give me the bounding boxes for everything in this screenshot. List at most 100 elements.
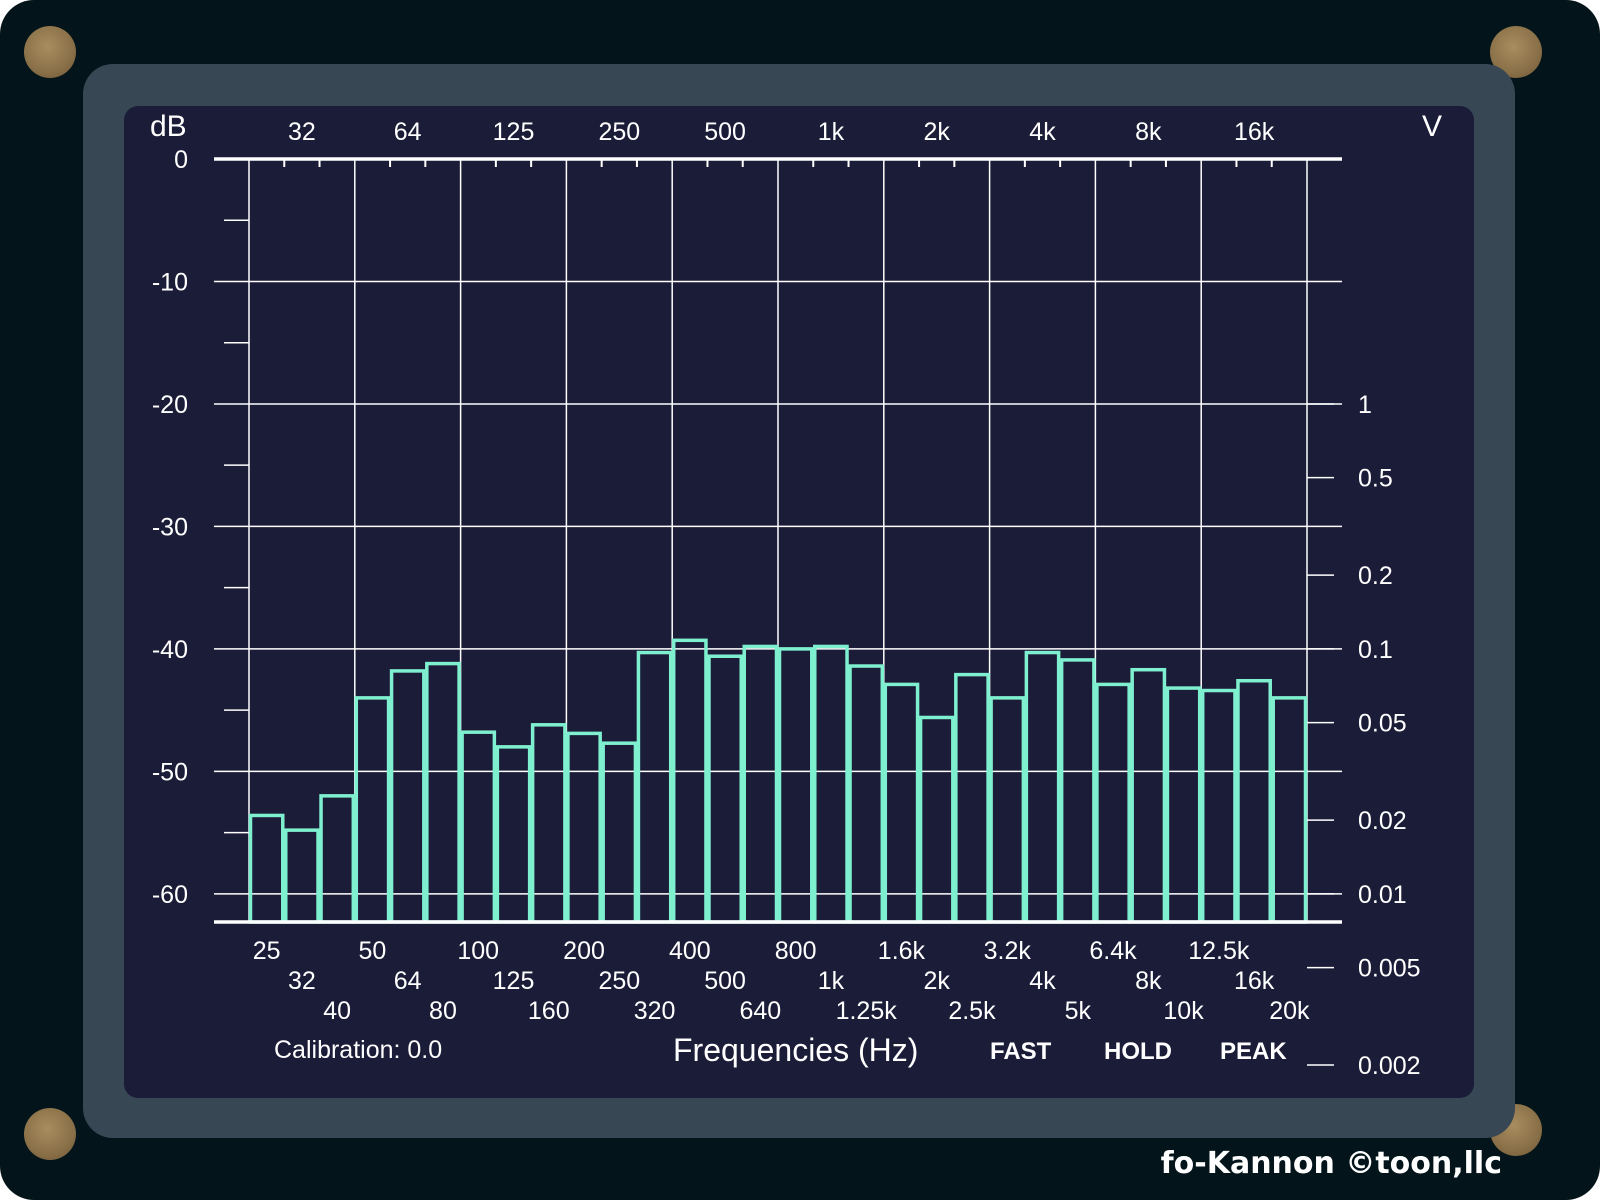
spectrum-bars bbox=[248, 638, 1308, 924]
spectrum-bar bbox=[1024, 650, 1061, 924]
spectrum-bar bbox=[495, 745, 532, 924]
top-tick-label: 16k bbox=[1234, 118, 1275, 146]
bottom-tick-label: 1k bbox=[818, 967, 845, 995]
spectrum-bar bbox=[777, 647, 814, 924]
left-tick-label: -50 bbox=[152, 758, 188, 786]
bottom-tick-label: 1.25k bbox=[836, 997, 898, 1025]
bottom-tick-label: 6.4k bbox=[1089, 937, 1137, 965]
bottom-tick-label: 8k bbox=[1135, 967, 1162, 995]
bottom-tick-label: 80 bbox=[429, 997, 457, 1025]
bottom-tick-label: 320 bbox=[634, 997, 676, 1025]
bottom-tick-label: 16k bbox=[1234, 967, 1275, 995]
bottom-tick-label: 20k bbox=[1269, 997, 1310, 1025]
bottom-tick-label: 100 bbox=[457, 937, 499, 965]
spectrum-bar bbox=[918, 715, 955, 924]
spectrum-bar bbox=[284, 828, 320, 924]
bottom-tick-label: 160 bbox=[528, 997, 570, 1025]
bottom-tick-label: 640 bbox=[740, 997, 782, 1025]
spectrum-bar bbox=[1095, 682, 1131, 924]
spectrum-bar bbox=[848, 664, 885, 924]
right-tick-label: 0.005 bbox=[1358, 955, 1421, 983]
right-tick-label: 0.01 bbox=[1358, 881, 1407, 909]
bottom-tick-label: 500 bbox=[704, 967, 746, 995]
top-tick-label: 8k bbox=[1135, 118, 1162, 146]
bottom-tick-label: 40 bbox=[323, 997, 351, 1025]
right-tick-label: 0.1 bbox=[1358, 636, 1393, 664]
spectrum-bar bbox=[954, 672, 990, 924]
right-tick-label: 0.2 bbox=[1358, 562, 1393, 590]
right-tick-label: 0.002 bbox=[1358, 1052, 1421, 1080]
screw-bottom-left-icon bbox=[24, 1108, 76, 1160]
top-tick-label: 500 bbox=[704, 118, 746, 146]
hold-button[interactable]: HOLD bbox=[1104, 1038, 1172, 1065]
spectrum-bar bbox=[530, 723, 567, 924]
bottom-tick-label: 5k bbox=[1065, 997, 1092, 1025]
top-tick-label: 32 bbox=[288, 118, 316, 146]
spectrum-bar bbox=[601, 741, 638, 924]
spectrum-bar bbox=[425, 661, 461, 924]
bottom-tick-label: 32 bbox=[288, 967, 316, 995]
left-tick-label: -20 bbox=[152, 391, 188, 419]
bottom-tick-label: 10k bbox=[1163, 997, 1204, 1025]
spectrum-bar bbox=[1236, 678, 1272, 924]
bottom-tick-label: 2k bbox=[923, 967, 950, 995]
top-tick-label: 125 bbox=[493, 118, 535, 146]
calibration-label: Calibration: 0.0 bbox=[274, 1036, 443, 1064]
brand-copyright: fo-Kannon ©toon,llc bbox=[1160, 1146, 1502, 1181]
bottom-tick-label: 64 bbox=[394, 967, 422, 995]
screw-top-left-icon bbox=[24, 26, 76, 78]
right-tick-label: 0.02 bbox=[1358, 807, 1407, 835]
bottom-tick-label: 1.6k bbox=[878, 937, 926, 965]
top-tick-label: 64 bbox=[394, 118, 422, 146]
right-tick-label: 1 bbox=[1358, 391, 1372, 419]
analyzer-screen: 10.50.20.10.050.020.010.0050.0020.0010-1… bbox=[124, 106, 1474, 1098]
spectrum-bar bbox=[319, 794, 356, 924]
top-tick-label: 250 bbox=[598, 118, 640, 146]
spectrum-bar bbox=[742, 644, 779, 924]
spectrum-bar bbox=[389, 669, 426, 924]
spectrum-bar bbox=[813, 644, 849, 924]
bottom-tick-label: 3.2k bbox=[984, 937, 1032, 965]
fast-button[interactable]: FAST bbox=[990, 1038, 1052, 1065]
spectrum-bar bbox=[989, 696, 1026, 924]
bottom-tick-label: 25 bbox=[253, 937, 281, 965]
top-tick-label: 4k bbox=[1029, 118, 1056, 146]
left-tick-label: -30 bbox=[152, 513, 188, 541]
spectrum-bar bbox=[671, 638, 708, 924]
spectrum-chart: 10.50.20.10.050.020.010.0050.0020.0010-1… bbox=[152, 118, 1421, 1080]
left-tick-label: -60 bbox=[152, 881, 188, 909]
left-tick-label: -10 bbox=[152, 268, 188, 296]
spectrum-bar bbox=[354, 696, 391, 924]
bottom-tick-label: 200 bbox=[563, 937, 605, 965]
bottom-tick-label: 12.5k bbox=[1188, 937, 1250, 965]
axis-labels: 10.50.20.10.050.020.010.0050.0020.0010-1… bbox=[152, 118, 1421, 1080]
spectrum-bar bbox=[883, 682, 920, 924]
spectrum-bar bbox=[636, 650, 673, 924]
bottom-tick-label: 2.5k bbox=[948, 997, 996, 1025]
spectrum-bar bbox=[1271, 696, 1308, 924]
db-unit-label: dB bbox=[150, 110, 187, 143]
bottom-tick-label: 50 bbox=[359, 937, 387, 965]
spectrum-bar bbox=[1059, 658, 1096, 924]
spectrum-bar bbox=[1130, 667, 1167, 924]
left-tick-label: 0 bbox=[174, 146, 188, 174]
bottom-tick-label: 4k bbox=[1029, 967, 1056, 995]
left-tick-label: -40 bbox=[152, 636, 188, 664]
right-tick-label: 0.05 bbox=[1358, 710, 1407, 738]
volt-unit-label: V bbox=[1422, 110, 1443, 143]
bottom-tick-label: 125 bbox=[493, 967, 535, 995]
spectrum-bar bbox=[707, 654, 743, 924]
spectrum-bar bbox=[248, 813, 285, 924]
frequency-axis-title: Frequencies (Hz) bbox=[673, 1032, 919, 1068]
axis-lines bbox=[214, 157, 1342, 1066]
right-tick-label: 0.5 bbox=[1358, 465, 1393, 493]
spectrum-bar bbox=[1165, 686, 1202, 924]
top-tick-label: 1k bbox=[818, 118, 845, 146]
spectrum-bar bbox=[1200, 688, 1237, 924]
top-tick-label: 2k bbox=[923, 118, 950, 146]
bottom-tick-label: 800 bbox=[775, 937, 817, 965]
peak-button[interactable]: PEAK bbox=[1220, 1038, 1287, 1065]
bottom-tick-label: 250 bbox=[598, 967, 640, 995]
bottom-tick-label: 400 bbox=[669, 937, 711, 965]
